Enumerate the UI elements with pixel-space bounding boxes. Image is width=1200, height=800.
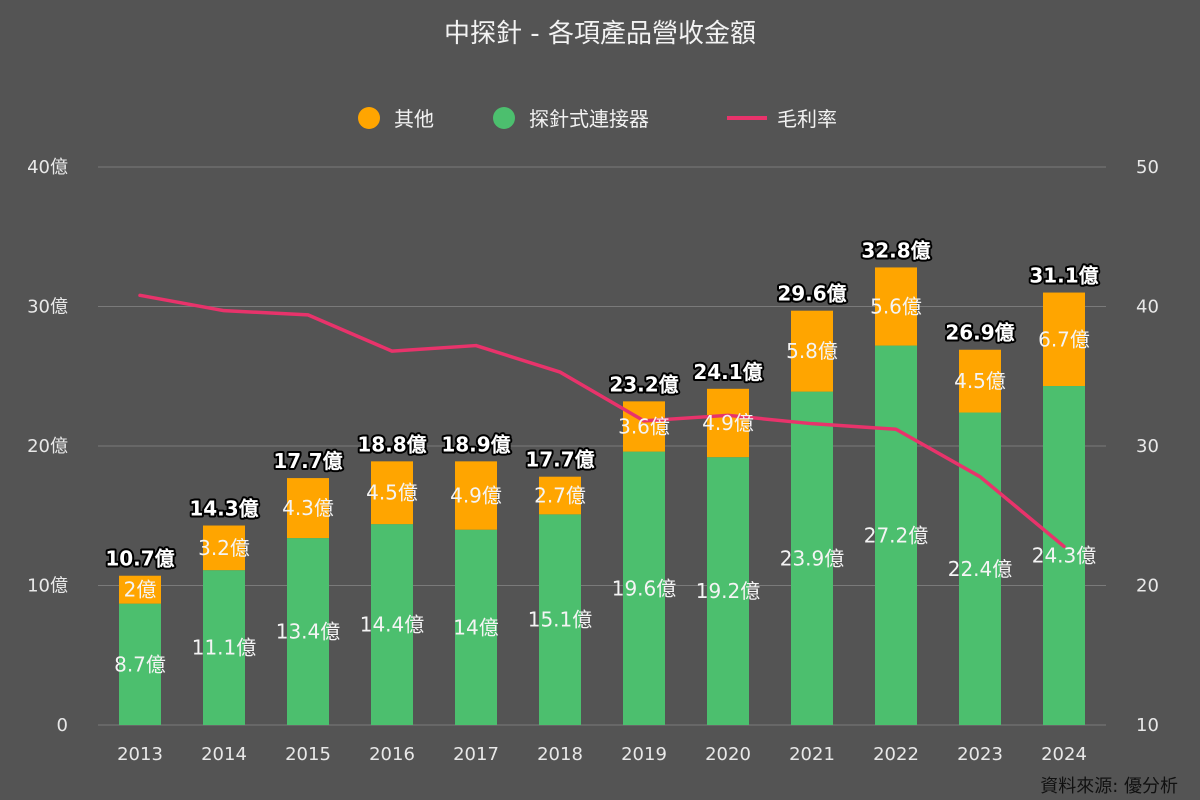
- bar-segment: [287, 478, 329, 539]
- chart-title: 中探針 - 各項產品營收金額: [444, 19, 756, 49]
- segment-value-label: 4.5億: [954, 369, 1006, 393]
- bar-segment: [539, 514, 581, 725]
- segment-value-label: 2.7億: [534, 484, 586, 508]
- segment-value-label: 5.6億: [870, 295, 922, 319]
- bar-segment: [119, 575, 161, 604]
- bar-segment: [959, 349, 1001, 413]
- segment-value-label: 15.1億: [528, 608, 593, 632]
- segment-value-label: 4.3億: [282, 496, 334, 520]
- x-tick-label: 2016: [369, 744, 415, 765]
- left-axis: 0 10億 20億 30億 40億: [27, 157, 68, 736]
- total-value-label: 32.8億: [861, 238, 930, 262]
- line-series: [138, 293, 1066, 549]
- x-tick-label: 2018: [537, 744, 583, 765]
- bar-segment: [791, 391, 833, 725]
- x-tick-label: 2017: [453, 744, 499, 765]
- segment-value-label: 22.4億: [948, 557, 1013, 581]
- bar-segment: [455, 461, 497, 530]
- segment-value-label: 5.8億: [786, 339, 838, 363]
- total-value-label: 17.7億: [525, 448, 594, 472]
- segment-value-label: 2億: [124, 578, 157, 602]
- bar-segment: [959, 412, 1001, 725]
- right-tick-label: 50: [1136, 157, 1159, 178]
- legend-label: 其他: [394, 107, 434, 131]
- total-value-label: 29.6億: [777, 282, 846, 306]
- segment-value-label: 4.9億: [702, 411, 754, 435]
- x-tick-label: 2015: [285, 744, 331, 765]
- segment-value-label: 3.6億: [618, 414, 670, 438]
- right-tick-label: 10: [1136, 715, 1159, 736]
- bar-segment: [371, 524, 413, 725]
- total-value-label: 18.8億: [357, 432, 426, 456]
- segment-value-label: 11.1億: [192, 636, 257, 660]
- x-tick-label: 2013: [117, 744, 163, 765]
- legend: 其他 探針式連接器 毛利率: [358, 107, 837, 131]
- segment-value-label: 8.7億: [114, 652, 166, 676]
- right-tick-label: 20: [1136, 576, 1159, 597]
- bar-segment: [707, 388, 749, 458]
- segment-value-label: 19.2億: [696, 579, 761, 603]
- segment-value-label: 6.7億: [1038, 327, 1090, 351]
- bar-segment: [875, 267, 917, 346]
- total-value-label: 26.9億: [945, 321, 1014, 345]
- total-value-label: 18.9億: [441, 432, 510, 456]
- segment-value-label: 13.4億: [276, 620, 341, 644]
- legend-marker: [358, 107, 380, 129]
- left-tick-label: 40億: [27, 157, 68, 178]
- bar-segment: [623, 451, 665, 725]
- segment-value-label: 4.5億: [366, 481, 418, 505]
- legend-label: 毛利率: [777, 107, 837, 131]
- x-tick-label: 2021: [789, 744, 835, 765]
- legend-label: 探針式連接器: [529, 107, 649, 131]
- segment-value-label: 14.4億: [360, 613, 425, 637]
- segment-value-label: 24.3億: [1032, 544, 1097, 568]
- total-value-label: 31.1億: [1029, 264, 1098, 288]
- gridlines: [98, 166, 1106, 726]
- bar-segment: [455, 529, 497, 725]
- bar-segment: [707, 457, 749, 725]
- x-tick-label: 2023: [957, 744, 1003, 765]
- segment-value-label: 19.6億: [612, 576, 677, 600]
- bar-series: [119, 267, 1085, 725]
- segment-value-label: 23.9億: [780, 546, 845, 570]
- bar-segment: [203, 570, 245, 725]
- bar-segment: [1043, 292, 1085, 387]
- bar-segment: [1043, 386, 1085, 725]
- segment-value-label: 3.2億: [198, 536, 250, 560]
- right-tick-label: 40: [1136, 297, 1159, 318]
- total-value-label: 10.7億: [105, 547, 174, 571]
- bar-segment: [371, 461, 413, 525]
- source-note: 資料來源: 優分析: [1040, 776, 1178, 797]
- segment-value-label: 14億: [453, 615, 498, 639]
- total-value-label: 14.3億: [189, 497, 258, 521]
- x-tick-label: 2020: [705, 744, 751, 765]
- right-axis: 10 20 30 40 50: [1136, 157, 1159, 736]
- left-tick-label: 10億: [27, 576, 68, 597]
- x-tick-label: 2024: [1041, 744, 1087, 765]
- bar-segment: [539, 476, 581, 515]
- bar-segment: [203, 525, 245, 571]
- x-axis: 2013 2014 2015 2016 2017 2018 2019 2020 2021 2022…: [117, 744, 1087, 765]
- left-tick-label: 30億: [27, 297, 68, 318]
- x-tick-label: 2022: [873, 744, 919, 765]
- bar-segment: [287, 538, 329, 725]
- total-value-label: 17.7億: [273, 449, 342, 473]
- total-value-label: 24.1億: [693, 360, 762, 384]
- margin-line: [138, 293, 1066, 549]
- bar-segment: [623, 401, 665, 452]
- bar-segment: [791, 310, 833, 392]
- segment-value-label: 4.9億: [450, 484, 502, 508]
- total-value-label: 23.2億: [609, 372, 678, 396]
- x-tick-label: 2014: [201, 744, 247, 765]
- x-tick-label: 2019: [621, 744, 667, 765]
- data-labels: 8.7億 2億 10.7億 11.1億 3.2億 14.3億 13.4億 4.3億 17.7億 1…: [103, 236, 1100, 676]
- bar-segment: [875, 345, 917, 725]
- bar-segment: [119, 603, 161, 725]
- legend-marker: [493, 107, 515, 129]
- left-tick-label: 0: [57, 715, 68, 736]
- right-tick-label: 30: [1136, 436, 1159, 457]
- segment-value-label: 27.2億: [864, 523, 929, 547]
- left-tick-label: 20億: [27, 436, 68, 457]
